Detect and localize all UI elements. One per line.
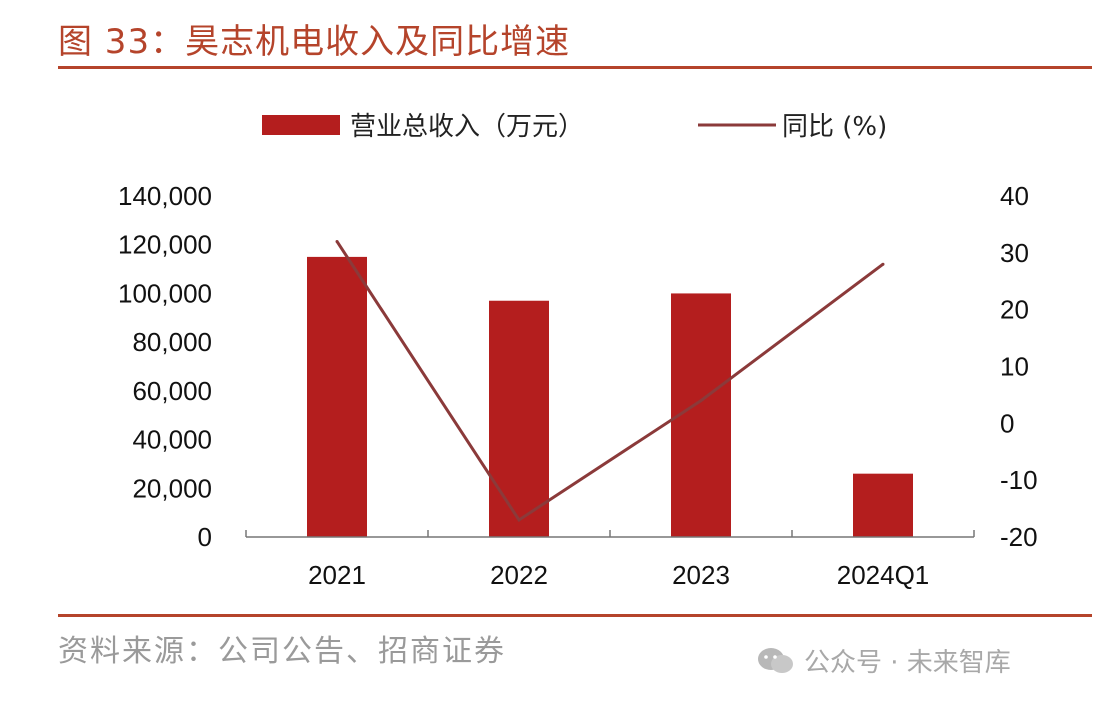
right-tick-label: -20	[1000, 522, 1038, 552]
source-note: 资料来源：公司公告、招商证券	[58, 634, 506, 669]
left-tick-label: 40,000	[132, 425, 212, 455]
chart-title: 图 33：昊志机电收入及同比增速	[58, 22, 571, 62]
legend-swatch-revenue	[262, 115, 340, 135]
left-tick-label: 80,000	[132, 327, 212, 357]
wechat-icon	[756, 646, 796, 676]
right-tick-label: -10	[1000, 465, 1038, 495]
x-tick-label: 2023	[672, 560, 730, 590]
point-yoy-2022	[517, 518, 521, 522]
left-tick-label: 20,000	[132, 473, 212, 503]
title-divider	[58, 66, 1092, 69]
right-tick-label: 0	[1000, 408, 1014, 438]
left-tick-label: 60,000	[132, 376, 212, 406]
legend-label-revenue: 营业总收入（万元）	[350, 112, 584, 142]
right-tick-label: 20	[1000, 295, 1029, 325]
line-yoy	[335, 240, 884, 523]
bar-revenue-2021	[307, 256, 367, 537]
x-tick-label: 2021	[308, 560, 366, 590]
x-tick-label: 2024Q1	[837, 560, 930, 590]
chart-area: 营业总收入（万元） 同比 (%) 0 20,000 40,000 60,000 80,000…	[118, 112, 1038, 590]
watermark-text: 公众号 · 未来智库	[804, 648, 1011, 678]
legend-label-yoy: 同比 (%)	[782, 112, 887, 142]
bar-revenue-2024Q1	[853, 473, 913, 537]
point-yoy-2021	[335, 239, 339, 243]
point-yoy-2024Q1	[881, 262, 885, 266]
x-tick-label: 2022	[490, 560, 548, 590]
right-tick-label: 30	[1000, 238, 1029, 268]
right-tick-label: 10	[1000, 352, 1029, 382]
point-yoy-2023	[699, 399, 703, 403]
bar-revenue-2022	[489, 300, 549, 537]
watermark: 公众号 · 未来智库	[756, 642, 1011, 679]
footer-divider	[58, 614, 1092, 617]
left-tick-label: 0	[198, 522, 212, 552]
left-tick-label: 120,000	[118, 230, 212, 260]
left-tick-label: 140,000	[118, 181, 212, 211]
right-tick-label: 40	[1000, 181, 1029, 211]
left-tick-label: 100,000	[118, 278, 212, 308]
